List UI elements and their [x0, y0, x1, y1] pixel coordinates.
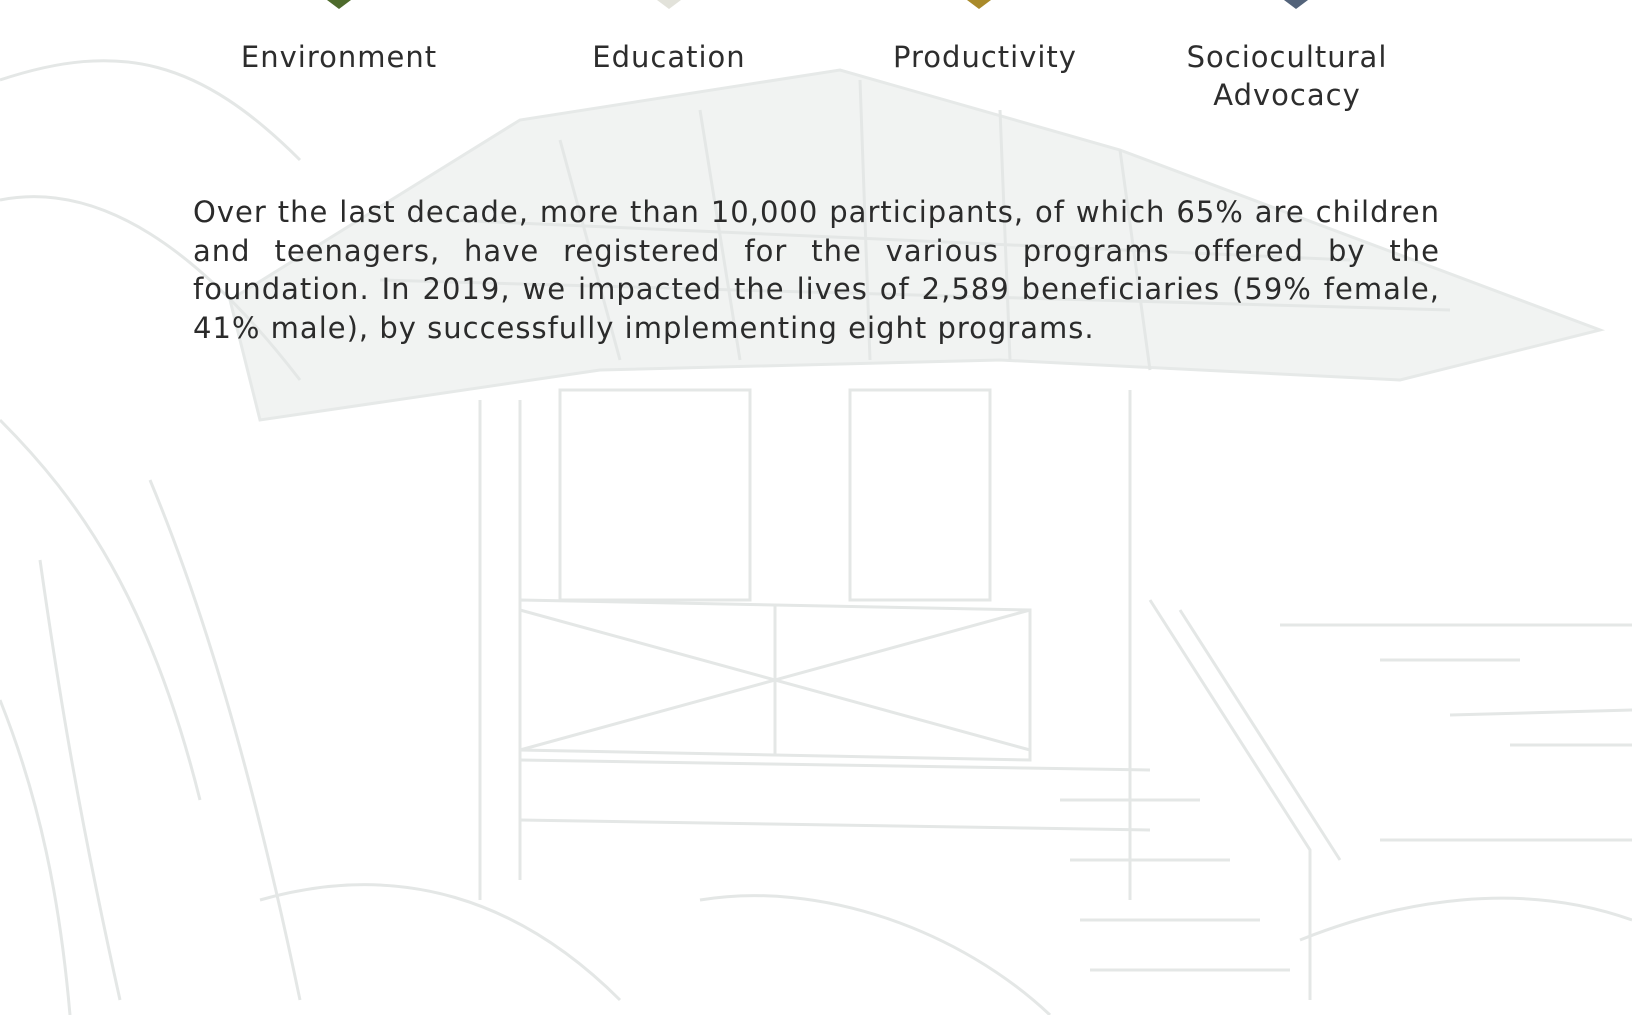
page: {"focus_areas": ["Environment", "Educati…	[0, 0, 1632, 1015]
sociocultural-icon	[1284, 0, 1308, 9]
focus-area-label: Sociocultural Advocacy	[1167, 38, 1407, 114]
focus-area-label: Productivity	[865, 38, 1105, 76]
focus-area-label: Education	[549, 38, 789, 76]
impact-paragraph: Over the last decade, more than 10,000 p…	[193, 193, 1440, 347]
focus-icons	[0, 0, 1632, 20]
environment-icon	[327, 0, 351, 9]
education-icon	[657, 0, 681, 9]
background-sketch	[0, 0, 1632, 1015]
focus-area-label: Environment	[219, 38, 459, 76]
productivity-icon	[967, 0, 991, 9]
